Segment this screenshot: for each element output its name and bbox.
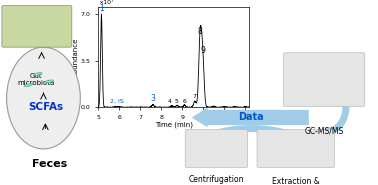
Text: 3: 3 (150, 94, 155, 103)
Text: SCFAs: SCFAs (28, 102, 63, 112)
Text: 2, IS: 2, IS (110, 99, 124, 104)
Ellipse shape (45, 80, 53, 83)
Ellipse shape (34, 73, 42, 75)
Ellipse shape (24, 84, 33, 87)
Y-axis label: Abundance: Abundance (73, 38, 79, 77)
Text: Feces: Feces (31, 159, 67, 169)
Text: ×10⁷: ×10⁷ (98, 0, 114, 5)
FancyBboxPatch shape (185, 130, 248, 167)
Text: 5: 5 (175, 99, 178, 104)
Text: Centrifugation: Centrifugation (189, 175, 244, 184)
Text: 7: 7 (193, 94, 197, 99)
Ellipse shape (6, 47, 80, 149)
FancyArrow shape (193, 109, 308, 126)
Text: Data: Data (239, 112, 264, 122)
Text: GC-MS/MS: GC-MS/MS (305, 127, 344, 136)
Text: 1: 1 (99, 4, 104, 13)
X-axis label: Time (min): Time (min) (155, 121, 193, 128)
FancyBboxPatch shape (257, 130, 335, 167)
Text: 6: 6 (183, 99, 186, 104)
Text: 9: 9 (201, 46, 206, 55)
Text: Gut
microbiota: Gut microbiota (17, 73, 54, 86)
FancyBboxPatch shape (2, 6, 72, 47)
FancyBboxPatch shape (284, 53, 365, 106)
Text: 8: 8 (197, 27, 202, 36)
Text: Extraction &
Derivatization: Extraction & Derivatization (269, 177, 323, 185)
Text: 4: 4 (168, 99, 172, 104)
